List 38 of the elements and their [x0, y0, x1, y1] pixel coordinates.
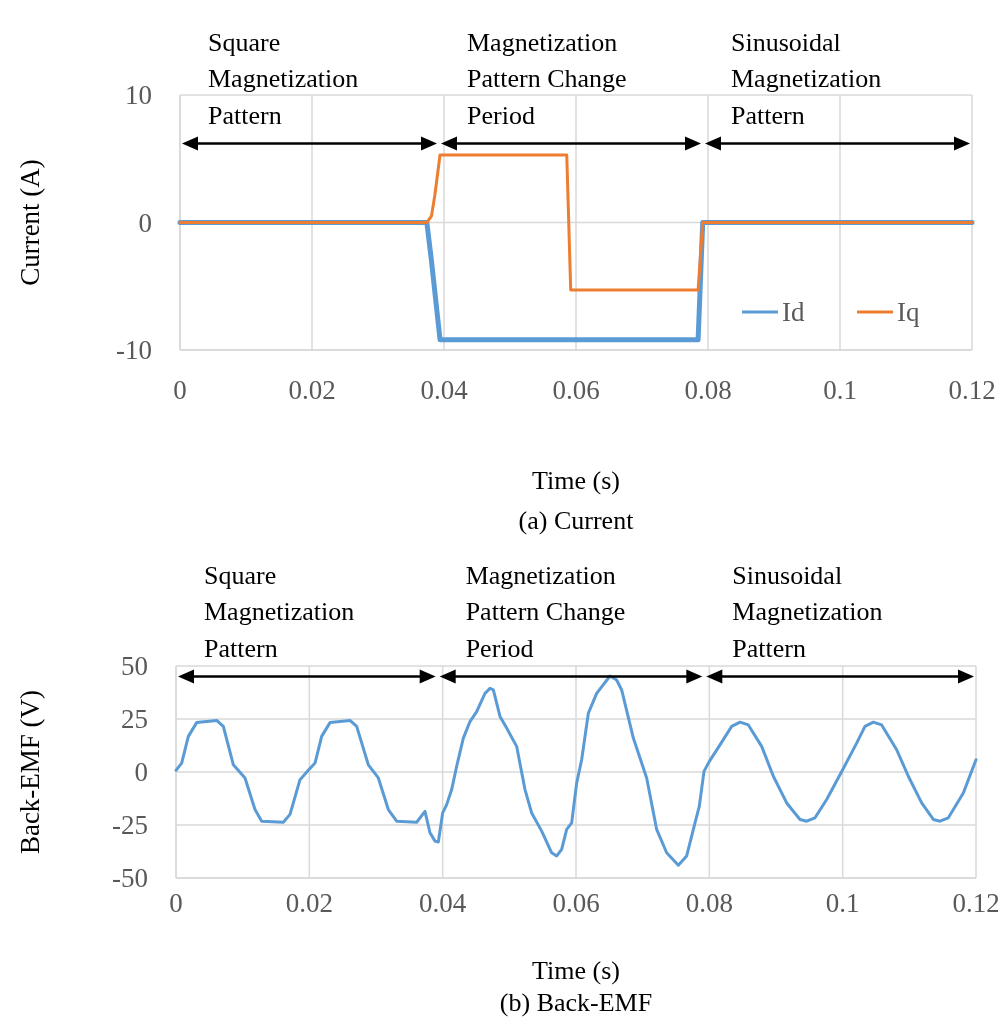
line-series — [178, 153, 974, 292]
y-tick-label: 0 — [138, 207, 152, 238]
legend-label: Id — [782, 297, 805, 328]
annotation: Square Magnetization Pattern — [208, 27, 359, 130]
legend-label: Iq — [897, 297, 920, 328]
x-tick-label: 0.08 — [684, 375, 732, 406]
x-tick-label: 0.02 — [288, 375, 336, 406]
x-tick-label: 0.02 — [285, 888, 333, 919]
text: Sinusoidal Magnetization Pattern — [732, 560, 883, 663]
y-axis-title: Back-EMF (V) — [15, 689, 46, 855]
line-series — [174, 674, 978, 867]
x-tick-label: 0.1 — [825, 888, 860, 919]
annotation: Sinusoidal Magnetization Pattern — [731, 27, 882, 130]
x-tick-label: 0.12 — [948, 375, 996, 406]
text: Square Magnetization Pattern — [204, 560, 355, 663]
text: (b) Back-EMF — [499, 988, 653, 1018]
x-tick-label: 0.1 — [823, 375, 857, 406]
y-tick-label: -50 — [112, 863, 148, 894]
x-tick-label: 0.04 — [419, 888, 467, 919]
text: (a) Current — [518, 506, 635, 536]
y-tick-label: -10 — [116, 335, 152, 366]
y-tick-label: 25 — [121, 704, 148, 735]
x-tick-label: 0.04 — [420, 375, 469, 406]
x-axis-title: Time (s) — [532, 956, 620, 986]
y-axis-title: Current (A) — [15, 159, 46, 286]
x-tick-label: 0 — [173, 375, 187, 406]
x-axis-title: Time (s) — [532, 466, 620, 496]
y-tick-label: 10 — [125, 80, 152, 111]
text: Magnetization Pattern Change Period — [465, 560, 626, 663]
x-tick-label: 0 — [169, 888, 183, 919]
y-tick-label: 50 — [121, 651, 148, 682]
annotation: Magnetization Pattern Change Period — [467, 27, 627, 130]
x-tick-label: 0.06 — [552, 375, 600, 406]
y-tick-label: 0 — [134, 757, 148, 788]
x-tick-label: 0.06 — [552, 888, 600, 919]
y-tick-label: -25 — [112, 810, 148, 841]
x-tick-label: 0.08 — [685, 888, 733, 919]
x-tick-label: 0.12 — [952, 888, 1000, 919]
